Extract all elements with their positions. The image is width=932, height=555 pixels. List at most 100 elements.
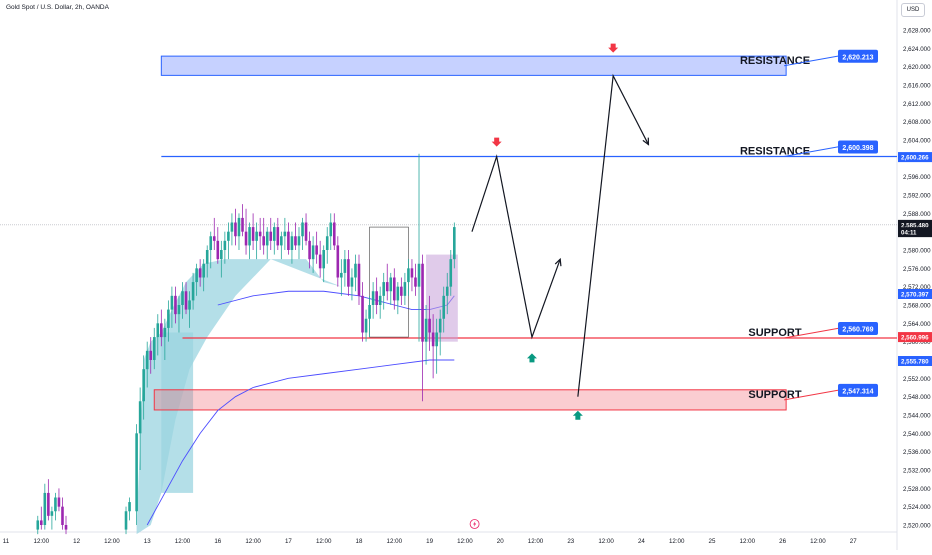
candle-body	[301, 222, 304, 237]
candle-body	[297, 236, 301, 246]
x-tick-label: 12:00	[740, 538, 756, 545]
currency-button[interactable]: USD	[901, 3, 925, 17]
candle-body	[184, 291, 188, 310]
y-tick-label: 2,628.000	[903, 28, 931, 35]
x-tick-label: 12:00	[528, 538, 544, 545]
candle-body	[163, 327, 167, 338]
candle-body	[272, 227, 276, 241]
candle-body	[332, 222, 336, 246]
candle-body	[234, 222, 237, 237]
price-axis-tag-label: 04:11	[901, 230, 917, 237]
candle-body	[414, 277, 417, 287]
y-tick-label: 2,608.000	[903, 119, 931, 126]
candle-body	[227, 231, 230, 241]
candle-body	[181, 291, 184, 305]
candle-body	[325, 236, 329, 250]
arrow-up-icon	[526, 353, 537, 363]
candle-body	[212, 236, 216, 241]
price-axis-tag-label: 2,585.480	[901, 222, 929, 229]
candle-body	[400, 286, 403, 296]
x-tick-label: 19	[426, 538, 433, 545]
x-tick-label: 17	[285, 538, 292, 545]
candle-body	[36, 520, 40, 530]
candle-body	[191, 282, 195, 301]
x-tick-label: 12:00	[669, 538, 685, 545]
y-tick-label: 2,540.000	[903, 431, 931, 438]
candle-body	[449, 259, 453, 287]
y-tick-label: 2,624.000	[903, 46, 931, 53]
candle-body	[244, 231, 248, 246]
zone-label: SUPPORT	[748, 327, 801, 339]
candle-body	[371, 291, 375, 305]
candle-body	[375, 291, 378, 305]
candle-body	[248, 227, 251, 246]
candle-body	[128, 502, 131, 512]
x-tick-label: 18	[356, 538, 363, 545]
x-tick-label: 12:00	[810, 538, 826, 545]
x-tick-label: 24	[638, 538, 645, 545]
highlight-box	[426, 254, 458, 342]
zone-price-label: 2,560.769	[842, 327, 873, 334]
zone-price-tag	[838, 49, 878, 63]
candle-body	[167, 309, 170, 328]
candle-body	[188, 300, 191, 310]
y-tick-label: 2,568.000	[903, 303, 931, 310]
candle-body	[421, 263, 424, 342]
candle-body	[389, 277, 393, 292]
projection-arrowhead	[642, 137, 650, 146]
y-tick-label: 2,548.000	[903, 394, 931, 401]
x-tick-label: 11	[3, 538, 10, 545]
candle-body	[57, 497, 61, 507]
candle-body	[350, 277, 354, 287]
price-axis-tag-label: 2,560.996	[901, 335, 929, 342]
y-tick-label: 2,580.000	[903, 248, 931, 255]
y-tick-label: 2,592.000	[903, 193, 931, 200]
x-tick-label: 23	[567, 538, 574, 545]
zone-callout-line	[784, 146, 841, 157]
candle-body	[220, 250, 223, 260]
candle-body	[255, 231, 258, 241]
x-tick-label: 12:00	[175, 538, 191, 545]
x-tick-label: 20	[497, 538, 504, 545]
zone-label: SUPPORT	[748, 389, 801, 401]
arrow-down-icon	[491, 137, 502, 147]
candle-body	[410, 268, 414, 278]
candle-body	[329, 222, 333, 237]
candle-body	[230, 222, 234, 232]
candle-body	[54, 497, 57, 512]
candle-body	[142, 369, 145, 402]
candle-body	[393, 277, 396, 301]
price-axis-tag	[898, 289, 932, 299]
candle-body	[262, 236, 265, 246]
candle-body	[61, 506, 64, 525]
candle-body	[174, 295, 177, 315]
x-tick-label: 16	[214, 538, 221, 545]
x-tick-label: 27	[850, 538, 857, 545]
price-axis-tag	[898, 332, 932, 343]
candle-body	[453, 227, 456, 260]
candle-body	[241, 217, 244, 232]
y-tick-label: 2,620.000	[903, 64, 931, 71]
zone-price-label: 2,547.314	[842, 388, 873, 395]
candle-body	[428, 318, 431, 333]
candle-body	[156, 323, 160, 338]
candle-body	[318, 254, 322, 269]
candle-body	[170, 295, 174, 310]
price-axis-tag-label: 2,600.266	[901, 155, 929, 162]
candle-body	[382, 282, 386, 296]
x-tick-label: 26	[779, 538, 786, 545]
candle-body	[223, 240, 227, 250]
x-tick-label: 12:00	[387, 538, 403, 545]
zone-price-tag	[838, 322, 878, 335]
y-tick-label: 2,560.000	[903, 339, 931, 346]
indicator-band	[136, 259, 342, 535]
y-tick-label: 2,572.000	[903, 284, 931, 291]
candle-body	[424, 318, 428, 342]
candle-body	[124, 511, 128, 530]
price-axis-tag-label: 2,555.780	[901, 359, 929, 366]
candle-body	[361, 295, 364, 333]
x-tick-label: 12	[73, 538, 80, 545]
zone-label: RESISTANCE	[740, 146, 810, 158]
